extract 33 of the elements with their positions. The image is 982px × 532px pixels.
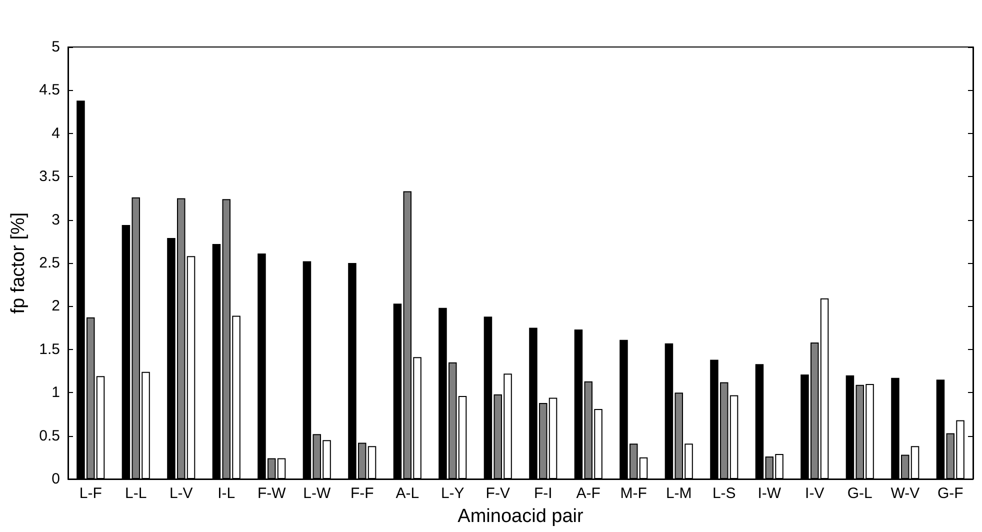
y-tick-label: 2.5 — [39, 254, 60, 272]
y-tick-label: 4.5 — [39, 82, 60, 99]
x-tick-label: W-V — [890, 485, 920, 502]
x-tick-label: A-L — [396, 485, 420, 502]
x-tick-label: I-L — [218, 485, 236, 502]
x-tick-label: M-F — [620, 485, 647, 502]
y-tick-label: 5 — [52, 38, 60, 56]
x-tick-label: F-V — [486, 485, 510, 502]
x-axis-title: Aminoacid pair — [458, 506, 584, 527]
x-tick-label: L-M — [666, 485, 692, 502]
x-tick-label: F-F — [350, 485, 374, 502]
y-tick-label: 1 — [52, 384, 60, 402]
x-tick-label: L-V — [169, 485, 193, 502]
y-axis-title: fp factor [%] — [8, 212, 30, 314]
y-tick-label: 4 — [52, 124, 60, 142]
y-tick-label: 3.5 — [39, 168, 60, 186]
x-tick-label: F-W — [257, 485, 287, 502]
y-tick-label: 3 — [52, 211, 60, 228]
y-tick-label: 0 — [52, 470, 60, 488]
x-tick-label: I-V — [805, 485, 824, 502]
x-tick-label: L-S — [712, 485, 736, 502]
y-tick-label: 1.5 — [39, 340, 60, 358]
x-tick-label: I-W — [758, 485, 782, 502]
y-tick-label: 0.5 — [39, 427, 60, 444]
x-tick-label: G-F — [937, 485, 964, 502]
x-tick-label: F-I — [534, 485, 552, 502]
x-tick-label: A-F — [576, 485, 600, 502]
y-tick-label: 2 — [52, 298, 60, 315]
x-tick-label: L-L — [125, 485, 147, 502]
x-tick-label: L-F — [79, 485, 102, 502]
x-tick-label: L-Y — [440, 485, 464, 502]
x-tick-label: G-L — [847, 485, 872, 502]
x-tick-label: L-W — [303, 485, 332, 502]
